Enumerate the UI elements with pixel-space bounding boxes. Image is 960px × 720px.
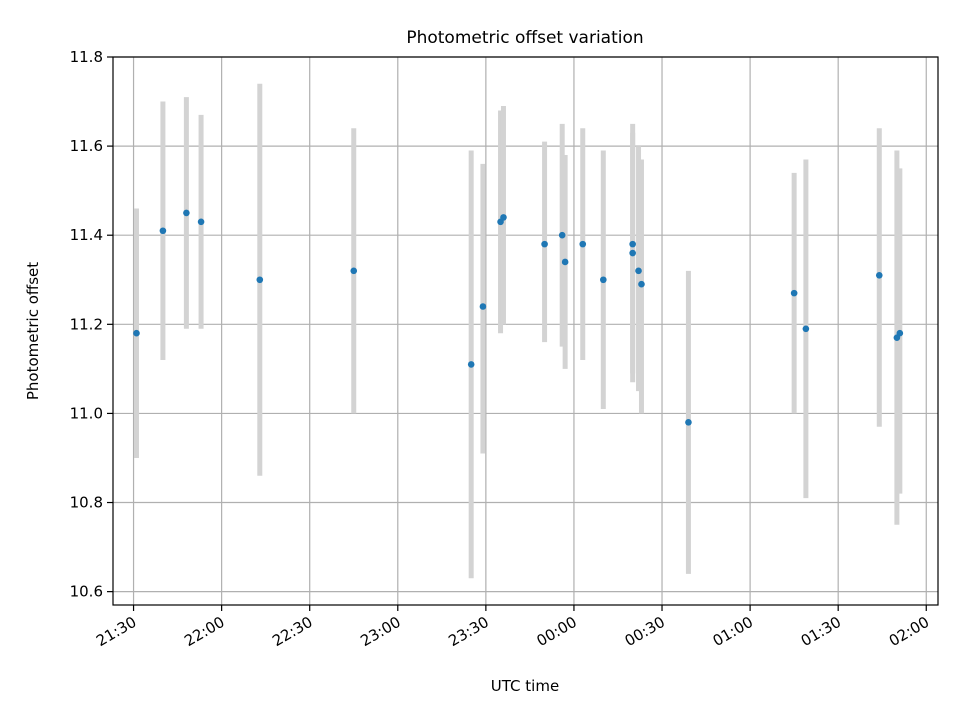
data-point <box>256 276 264 284</box>
plot-frame <box>112 56 939 606</box>
data-point <box>896 329 904 337</box>
chart-title: Photometric offset variation <box>406 28 643 48</box>
data-point <box>183 209 190 217</box>
data-points <box>133 209 904 426</box>
data-point <box>133 329 140 337</box>
data-point <box>350 267 358 275</box>
y-tick-label: 11.2 <box>70 315 103 333</box>
data-point <box>500 214 507 221</box>
data-point <box>629 240 636 248</box>
data-point <box>197 218 205 226</box>
y-tick-label: 11.8 <box>70 48 103 66</box>
y-tick-label: 11.0 <box>70 404 103 422</box>
x-axis-label: UTC time <box>491 677 559 695</box>
data-point <box>479 303 487 310</box>
y-tick-label: 10.6 <box>70 583 103 601</box>
y-axis-ticks: 10.6 10.8 11.0 11.2 11.4 11.6 11.8 <box>70 48 113 601</box>
data-point <box>875 272 883 279</box>
data-point <box>629 249 636 257</box>
data-point <box>558 231 566 239</box>
data-point <box>579 240 587 248</box>
data-point <box>159 227 167 235</box>
y-axis-label: Photometric offset <box>24 262 42 400</box>
data-point <box>600 276 607 284</box>
data-point <box>638 280 645 288</box>
data-point <box>541 240 548 248</box>
data-point <box>635 267 642 275</box>
data-point <box>685 419 692 426</box>
data-point <box>802 325 810 333</box>
y-tick-label: 10.8 <box>70 494 103 512</box>
data-point <box>561 258 569 266</box>
y-tick-label: 11.6 <box>70 137 103 155</box>
data-point <box>790 289 798 297</box>
data-point <box>467 361 475 368</box>
y-tick-label: 11.4 <box>70 226 103 244</box>
